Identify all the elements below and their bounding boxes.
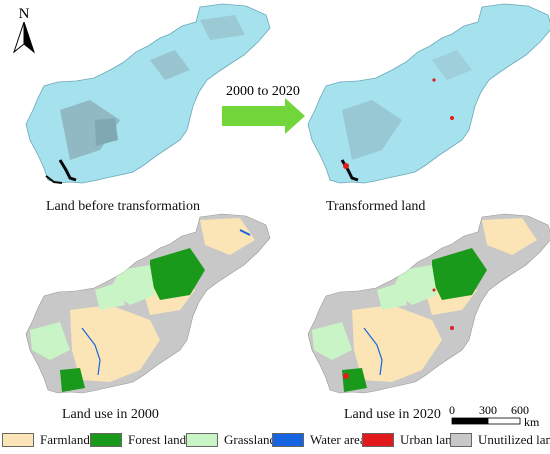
caption-before-transformation: Land before transformation	[46, 199, 200, 214]
scale-tick-600: 600	[511, 403, 529, 417]
legend-item-farmland: Farmland	[2, 432, 90, 448]
legend-item-unutilized: Unutilized land	[450, 432, 550, 448]
urban-change-dot	[343, 163, 349, 169]
green-arrow-shape	[222, 98, 305, 134]
forest-swatch	[90, 433, 122, 447]
urban-swatch	[362, 433, 394, 447]
map-land-use-2020	[307, 213, 550, 394]
map-before-transformation	[25, 3, 271, 184]
legend-label-grassland: Grassland	[224, 432, 276, 447]
north-label: N	[19, 6, 30, 22]
urban-change-dot	[432, 78, 436, 82]
scale-tick-300: 300	[479, 403, 497, 417]
terrain-texture	[60, 15, 245, 160]
transformation-arrow: 2000 to 2020	[222, 84, 305, 134]
water-swatch	[272, 433, 304, 447]
forest-region	[150, 248, 205, 300]
farmland-region	[70, 305, 160, 382]
scale-tick-0: 0	[449, 403, 455, 417]
river	[81, 327, 101, 376]
grassland-swatch	[186, 433, 218, 447]
farmland-swatch	[2, 433, 34, 447]
legend-label-forest: Forest land	[128, 432, 187, 447]
legend-label-farmland: Farmland	[40, 432, 90, 447]
map-land-use-2000	[25, 213, 271, 394]
legend-item-urban: Urban land	[362, 432, 458, 448]
arrow-label: 2000 to 2020	[226, 84, 300, 99]
scale-bar: 0 300 600 km	[449, 403, 540, 429]
north-arrow: N	[12, 6, 36, 54]
caption-transformed-land: Transformed land	[326, 199, 426, 214]
coastal-strip	[58, 159, 77, 182]
scale-unit: km	[524, 415, 540, 429]
urban-area	[343, 373, 349, 379]
legend-label-unutilized: Unutilized land	[478, 432, 550, 447]
map-transformed-land	[307, 3, 550, 184]
caption-land-use-2000: Land use in 2000	[62, 407, 159, 422]
urban-change-dot	[450, 116, 454, 120]
legend-label-water: Water area	[310, 432, 366, 447]
legend-item-grassland: Grassland	[186, 432, 276, 448]
legend-item-water: Water area	[272, 432, 366, 448]
unutilized-swatch	[450, 433, 472, 447]
legend-item-forest: Forest land	[90, 432, 186, 448]
caption-land-use-2020: Land use in 2020	[344, 407, 441, 422]
legend-label-urban: Urban land	[400, 432, 459, 447]
